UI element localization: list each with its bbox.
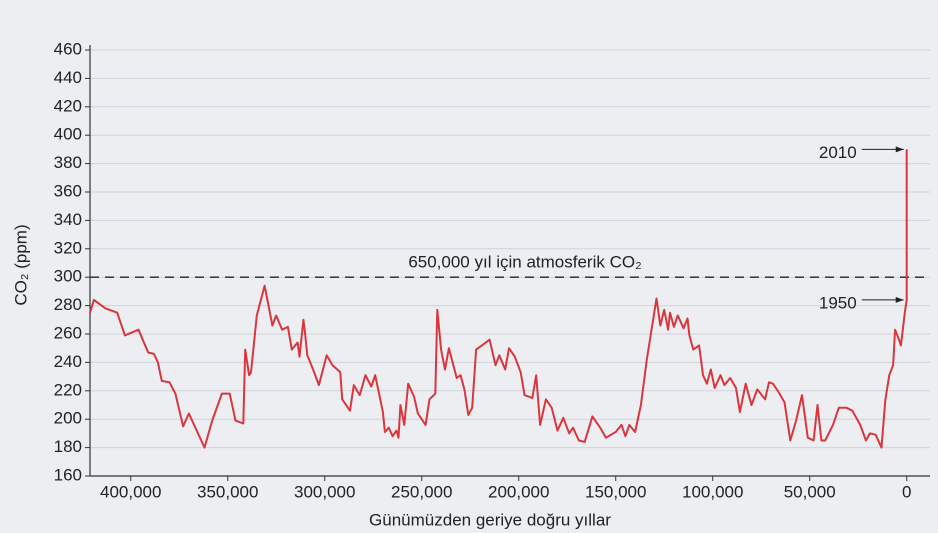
y-tick-label: 240: [54, 352, 82, 371]
x-tick-label: 350,000: [197, 482, 258, 501]
data-line: [89, 149, 908, 449]
y-tick-label: 260: [54, 323, 82, 342]
y-tick-label: 440: [54, 68, 82, 87]
x-tick-label: 250,000: [391, 482, 452, 501]
reference-label: 650,000 yıl için atmosferik CO₂: [408, 253, 641, 272]
y-tick-label: 380: [54, 153, 82, 172]
y-tick-label: 220: [54, 380, 82, 399]
x-axis-title: Günümüzden geriye doğru yıllar: [369, 510, 611, 529]
x-tick-label: 400,000: [100, 482, 161, 501]
y-tick-label: 360: [54, 181, 82, 200]
y-tick-label: 200: [54, 409, 82, 428]
y-axis-title: CO₂ (ppm): [11, 224, 30, 305]
y-tick-label: 280: [54, 295, 82, 314]
y-tick-label: 340: [54, 210, 82, 229]
y-tick-label: 320: [54, 238, 82, 257]
annotation-label: 2010: [819, 143, 857, 162]
x-tick-label: 0: [902, 482, 911, 501]
y-tick-label: 460: [54, 39, 82, 58]
y-tick-label: 400: [54, 125, 82, 144]
y-tick-label: 420: [54, 96, 82, 115]
x-tick-label: 200,000: [488, 482, 549, 501]
annotation-label: 1950: [819, 293, 857, 312]
x-tick-label: 300,000: [294, 482, 355, 501]
x-tick-label: 50,000: [784, 482, 836, 501]
y-tick-label: 160: [54, 465, 82, 484]
x-tick-label: 150,000: [585, 482, 646, 501]
x-tick-label: 100,000: [682, 482, 743, 501]
y-tick-label: 180: [54, 437, 82, 456]
y-tick-label: 300: [54, 267, 82, 286]
